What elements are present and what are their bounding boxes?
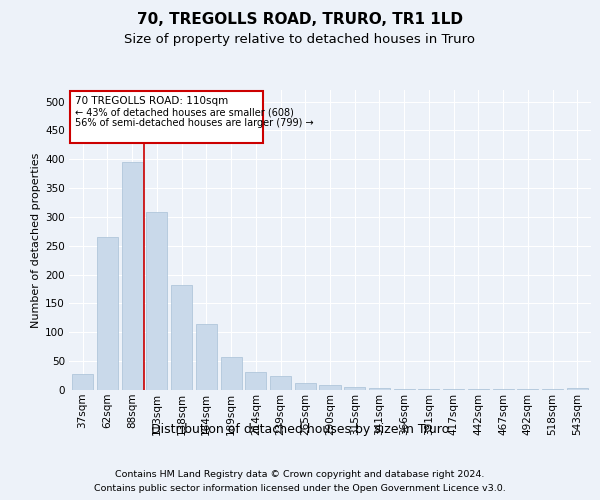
Bar [72,374,93,390]
Text: 56% of semi-detached houses are larger (799) →: 56% of semi-detached houses are larger (… [74,118,313,128]
Text: Contains HM Land Registry data © Crown copyright and database right 2024.: Contains HM Land Registry data © Crown c… [115,470,485,479]
Bar [97,237,118,390]
Bar [567,388,588,390]
Text: 70 TREGOLLS ROAD: 110sqm: 70 TREGOLLS ROAD: 110sqm [74,96,228,106]
Bar [196,324,217,390]
Bar [171,285,192,390]
Bar [122,162,143,390]
Bar [344,387,365,390]
Bar [221,357,242,390]
Bar [319,386,341,390]
Bar [245,372,266,390]
Text: Size of property relative to detached houses in Truro: Size of property relative to detached ho… [125,32,476,46]
Text: ← 43% of detached houses are smaller (608): ← 43% of detached houses are smaller (60… [74,108,293,118]
Y-axis label: Number of detached properties: Number of detached properties [31,152,41,328]
Text: Contains public sector information licensed under the Open Government Licence v3: Contains public sector information licen… [94,484,506,493]
Bar [295,382,316,390]
Bar [146,212,167,390]
Bar [394,389,415,390]
Text: Distribution of detached houses by size in Truro: Distribution of detached houses by size … [151,422,449,436]
Text: 70, TREGOLLS ROAD, TRURO, TR1 1LD: 70, TREGOLLS ROAD, TRURO, TR1 1LD [137,12,463,28]
Bar [270,376,291,390]
FancyBboxPatch shape [70,91,263,143]
Bar [369,388,390,390]
